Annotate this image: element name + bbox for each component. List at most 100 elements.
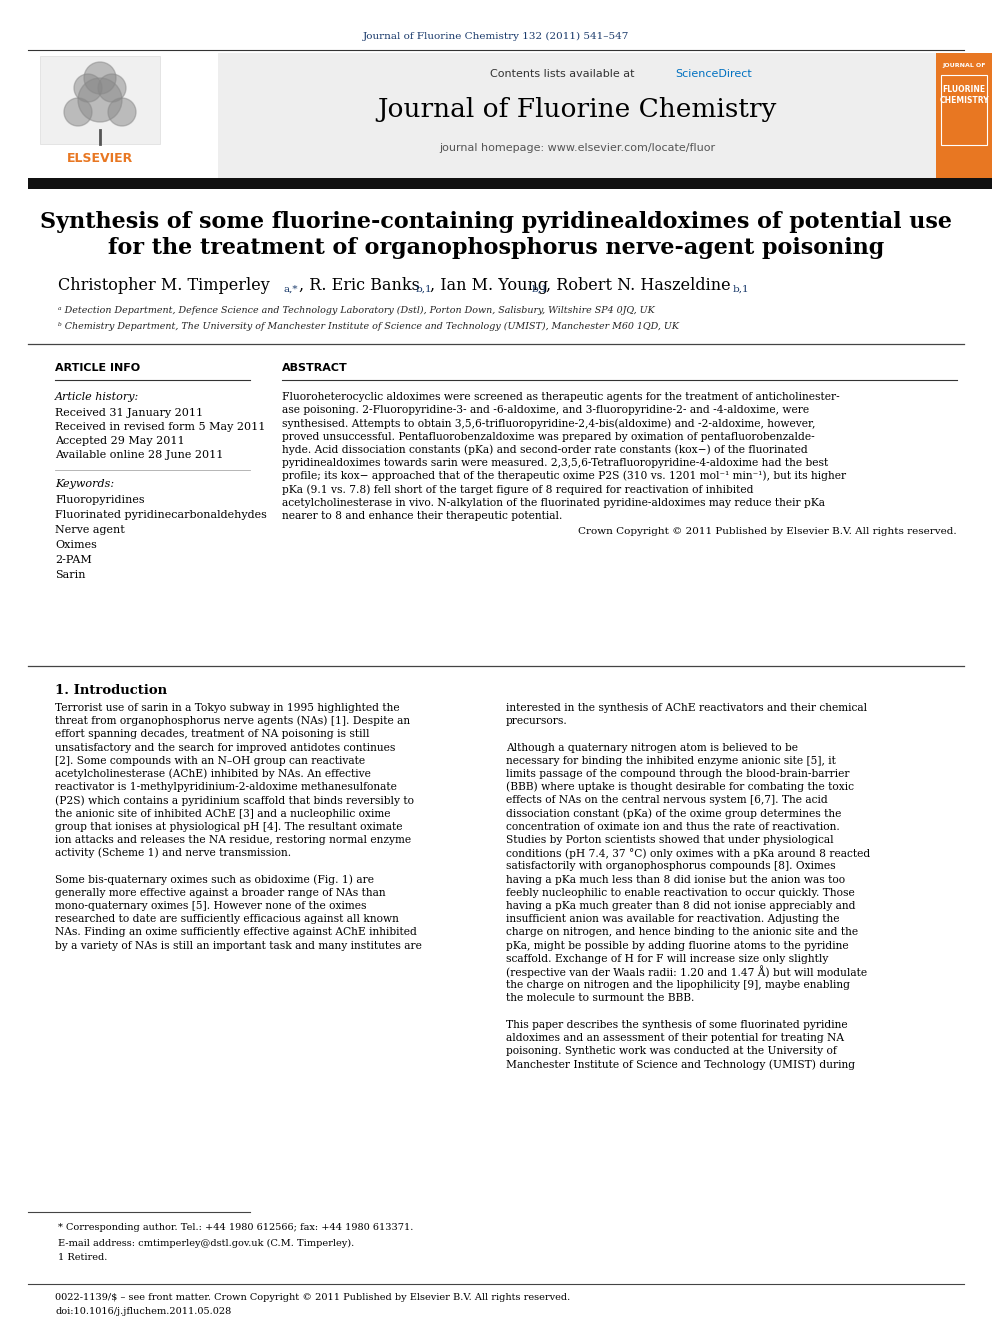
Text: , Ian M. Young: , Ian M. Young (430, 277, 549, 294)
Text: researched to date are sufficiently efficacious against all known: researched to date are sufficiently effi… (55, 914, 399, 925)
Text: activity (Scheme 1) and nerve transmission.: activity (Scheme 1) and nerve transmissi… (55, 848, 291, 859)
Text: mono-quaternary oximes [5]. However none of the oximes: mono-quaternary oximes [5]. However none… (55, 901, 366, 912)
Text: Fluorinated pyridinecarbonaldehydes: Fluorinated pyridinecarbonaldehydes (55, 509, 267, 520)
Text: ᵃ Detection Department, Defence Science and Technology Laboratory (Dstl), Porton: ᵃ Detection Department, Defence Science … (58, 306, 655, 315)
Text: dissociation constant (pKa) of the oxime group determines the: dissociation constant (pKa) of the oxime… (506, 808, 841, 819)
Bar (936, 53, 992, 179)
Text: the molecule to surmount the BBB.: the molecule to surmount the BBB. (506, 994, 694, 1003)
Text: ScienceDirect: ScienceDirect (675, 69, 752, 79)
Text: reactivator is 1-methylpyridinium-2-aldoxime methanesulfonate: reactivator is 1-methylpyridinium-2-aldo… (55, 782, 397, 792)
Text: synthesised. Attempts to obtain 3,5,6-trifluoropyridine-2,4-bis(aldoxime) and -2: synthesised. Attempts to obtain 3,5,6-tr… (282, 418, 815, 429)
Circle shape (74, 74, 102, 102)
Text: Studies by Porton scientists showed that under physiological: Studies by Porton scientists showed that… (506, 835, 833, 845)
Text: limits passage of the compound through the blood-brain-barrier: limits passage of the compound through t… (506, 769, 849, 779)
Text: Manchester Institute of Science and Technology (UMIST) during: Manchester Institute of Science and Tech… (506, 1060, 855, 1070)
Text: Journal of Fluorine Chemistry: Journal of Fluorine Chemistry (377, 98, 777, 123)
Text: Available online 28 June 2011: Available online 28 June 2011 (55, 450, 223, 460)
Text: Although a quaternary nitrogen atom is believed to be: Although a quaternary nitrogen atom is b… (506, 742, 798, 753)
Text: insufficient anion was available for reactivation. Adjusting the: insufficient anion was available for rea… (506, 914, 839, 925)
Text: JOURNAL OF: JOURNAL OF (942, 62, 986, 67)
Text: satisfactorily with organophosphorus compounds [8]. Oximes: satisfactorily with organophosphorus com… (506, 861, 835, 872)
Text: poisoning. Synthetic work was conducted at the University of: poisoning. Synthetic work was conducted … (506, 1046, 836, 1056)
Text: * Corresponding author. Tel.: +44 1980 612566; fax: +44 1980 613371.: * Corresponding author. Tel.: +44 1980 6… (58, 1224, 414, 1233)
Text: profile; its kox− approached that of the therapeutic oxime P2S (310 vs. 1201 mol: profile; its kox− approached that of the… (282, 471, 846, 482)
Text: the anionic site of inhibited AChE [3] and a nucleophilic oxime: the anionic site of inhibited AChE [3] a… (55, 808, 391, 819)
Text: having a pKa much greater than 8 did not ionise appreciably and: having a pKa much greater than 8 did not… (506, 901, 855, 912)
Text: Some bis-quaternary oximes such as obidoxime (Fig. 1) are: Some bis-quaternary oximes such as obido… (55, 875, 374, 885)
Text: Journal of Fluorine Chemistry 132 (2011) 541–547: Journal of Fluorine Chemistry 132 (2011)… (363, 32, 629, 41)
Text: , Robert N. Haszeldine: , Robert N. Haszeldine (546, 277, 731, 294)
Text: (respective van der Waals radii: 1.20 and 1.47 Å) but will modulate: (respective van der Waals radii: 1.20 an… (506, 966, 867, 979)
Bar (218, 53, 936, 179)
Text: This paper describes the synthesis of some fluorinated pyridine: This paper describes the synthesis of so… (506, 1020, 847, 1029)
Bar (28, 53, 218, 179)
Text: conditions (pH 7.4, 37 °C) only oximes with a pKa around 8 reacted: conditions (pH 7.4, 37 °C) only oximes w… (506, 848, 870, 859)
Text: effects of NAs on the central nervous system [6,7]. The acid: effects of NAs on the central nervous sy… (506, 795, 827, 806)
Text: by a variety of NAs is still an important task and many institutes are: by a variety of NAs is still an importan… (55, 941, 422, 951)
Text: Terrorist use of sarin in a Tokyo subway in 1995 highlighted the: Terrorist use of sarin in a Tokyo subway… (55, 703, 400, 713)
Text: Synthesis of some fluorine-containing pyridinealdoximes of potential use: Synthesis of some fluorine-containing py… (40, 210, 952, 233)
Text: , R. Eric Banks: , R. Eric Banks (299, 277, 420, 294)
Text: aldoximes and an assessment of their potential for treating NA: aldoximes and an assessment of their pot… (506, 1033, 844, 1043)
Text: journal homepage: www.elsevier.com/locate/fluor: journal homepage: www.elsevier.com/locat… (438, 143, 715, 153)
Circle shape (78, 78, 122, 122)
Text: ase poisoning. 2-Fluoropyridine-3- and -6-aldoxime, and 3-fluoropyridine-2- and : ase poisoning. 2-Fluoropyridine-3- and -… (282, 405, 809, 415)
Text: Sarin: Sarin (55, 570, 85, 579)
Text: Crown Copyright © 2011 Published by Elsevier B.V. All rights reserved.: Crown Copyright © 2011 Published by Else… (578, 527, 957, 536)
Text: Received in revised form 5 May 2011: Received in revised form 5 May 2011 (55, 422, 266, 433)
Text: 2-PAM: 2-PAM (55, 556, 91, 565)
Text: Received 31 January 2011: Received 31 January 2011 (55, 407, 203, 418)
Text: pyridinealdoximes towards sarin were measured. 2,3,5,6-Tetrafluoropyridine-4-ald: pyridinealdoximes towards sarin were mea… (282, 458, 828, 468)
Text: generally more effective against a broader range of NAs than: generally more effective against a broad… (55, 888, 386, 898)
Text: interested in the synthesis of AChE reactivators and their chemical: interested in the synthesis of AChE reac… (506, 703, 867, 713)
Text: pKa, might be possible by adding fluorine atoms to the pyridine: pKa, might be possible by adding fluorin… (506, 941, 848, 951)
Text: concentration of oximate ion and thus the rate of reactivation.: concentration of oximate ion and thus th… (506, 822, 840, 832)
Circle shape (84, 62, 116, 94)
Text: feebly nucleophilic to enable reactivation to occur quickly. Those: feebly nucleophilic to enable reactivati… (506, 888, 855, 898)
Text: nearer to 8 and enhance their therapeutic potential.: nearer to 8 and enhance their therapeuti… (282, 511, 562, 521)
Text: effort spanning decades, treatment of NA poisoning is still: effort spanning decades, treatment of NA… (55, 729, 369, 740)
Text: ARTICLE INFO: ARTICLE INFO (55, 363, 140, 373)
Text: acetylcholinesterase (AChE) inhibited by NAs. An effective: acetylcholinesterase (AChE) inhibited by… (55, 769, 371, 779)
Circle shape (98, 74, 126, 102)
Text: Nerve agent: Nerve agent (55, 525, 125, 534)
Text: Contents lists available at: Contents lists available at (490, 69, 638, 79)
Text: ABSTRACT: ABSTRACT (282, 363, 348, 373)
Text: Keywords:: Keywords: (55, 479, 114, 490)
Text: b,1: b,1 (416, 284, 433, 294)
Text: E-mail address: cmtimperley@dstl.gov.uk (C.M. Timperley).: E-mail address: cmtimperley@dstl.gov.uk … (58, 1238, 354, 1248)
Text: threat from organophosphorus nerve agents (NAs) [1]. Despite an: threat from organophosphorus nerve agent… (55, 716, 410, 726)
Text: Christopher M. Timperley: Christopher M. Timperley (58, 277, 270, 294)
Text: pKa (9.1 vs. 7.8) fell short of the target figure of 8 required for reactivation: pKa (9.1 vs. 7.8) fell short of the targ… (282, 484, 754, 495)
Text: unsatisfactory and the search for improved antidotes continues: unsatisfactory and the search for improv… (55, 742, 396, 753)
Text: 1. Introduction: 1. Introduction (55, 684, 167, 696)
Text: charge on nitrogen, and hence binding to the anionic site and the: charge on nitrogen, and hence binding to… (506, 927, 858, 938)
Text: Oximes: Oximes (55, 540, 97, 550)
Text: hyde. Acid dissociation constants (pKa) and second-order rate constants (kox−) o: hyde. Acid dissociation constants (pKa) … (282, 445, 807, 455)
Text: having a pKa much less than 8 did ionise but the anion was too: having a pKa much less than 8 did ionise… (506, 875, 845, 885)
Bar (40, 56, 160, 144)
Circle shape (64, 98, 92, 126)
Text: [2]. Some compounds with an N–OH group can reactivate: [2]. Some compounds with an N–OH group c… (55, 755, 365, 766)
Text: 1 Retired.: 1 Retired. (58, 1253, 107, 1262)
Text: proved unsuccessful. Pentafluorobenzaldoxime was prepared by oximation of pentaf: proved unsuccessful. Pentafluorobenzaldo… (282, 431, 814, 442)
Text: acetylcholinesterase in vivo. N-alkylation of the fluorinated pyridine-aldoximes: acetylcholinesterase in vivo. N-alkylati… (282, 497, 825, 508)
Text: (BBB) where uptake is thought desirable for combating the toxic: (BBB) where uptake is thought desirable … (506, 782, 854, 792)
Text: scaffold. Exchange of H for F will increase size only slightly: scaffold. Exchange of H for F will incre… (506, 954, 828, 963)
Circle shape (108, 98, 136, 126)
Text: a,*: a,* (284, 284, 299, 294)
Text: Accepted 29 May 2011: Accepted 29 May 2011 (55, 437, 185, 446)
Bar (28, 179, 992, 189)
Text: ion attacks and releases the NA residue, restoring normal enzyme: ion attacks and releases the NA residue,… (55, 835, 411, 845)
Text: precursors.: precursors. (506, 716, 567, 726)
Text: Fluoroheterocyclic aldoximes were screened as therapeutic agents for the treatme: Fluoroheterocyclic aldoximes were screen… (282, 392, 840, 402)
Text: NAs. Finding an oxime sufficiently effective against AChE inhibited: NAs. Finding an oxime sufficiently effec… (55, 927, 417, 938)
Text: Fluoropyridines: Fluoropyridines (55, 495, 145, 505)
Text: ELSEVIER: ELSEVIER (66, 152, 133, 164)
Text: ᵇ Chemistry Department, The University of Manchester Institute of Science and Te: ᵇ Chemistry Department, The University o… (58, 321, 679, 331)
Text: Article history:: Article history: (55, 392, 139, 402)
Text: group that ionises at physiological pH [4]. The resultant oximate: group that ionises at physiological pH [… (55, 822, 403, 832)
Text: necessary for binding the inhibited enzyme anionic site [5], it: necessary for binding the inhibited enzy… (506, 755, 836, 766)
Text: for the treatment of organophosphorus nerve-agent poisoning: for the treatment of organophosphorus ne… (108, 237, 884, 259)
Text: 0022-1139/$ – see front matter. Crown Copyright © 2011 Published by Elsevier B.V: 0022-1139/$ – see front matter. Crown Co… (55, 1294, 570, 1303)
